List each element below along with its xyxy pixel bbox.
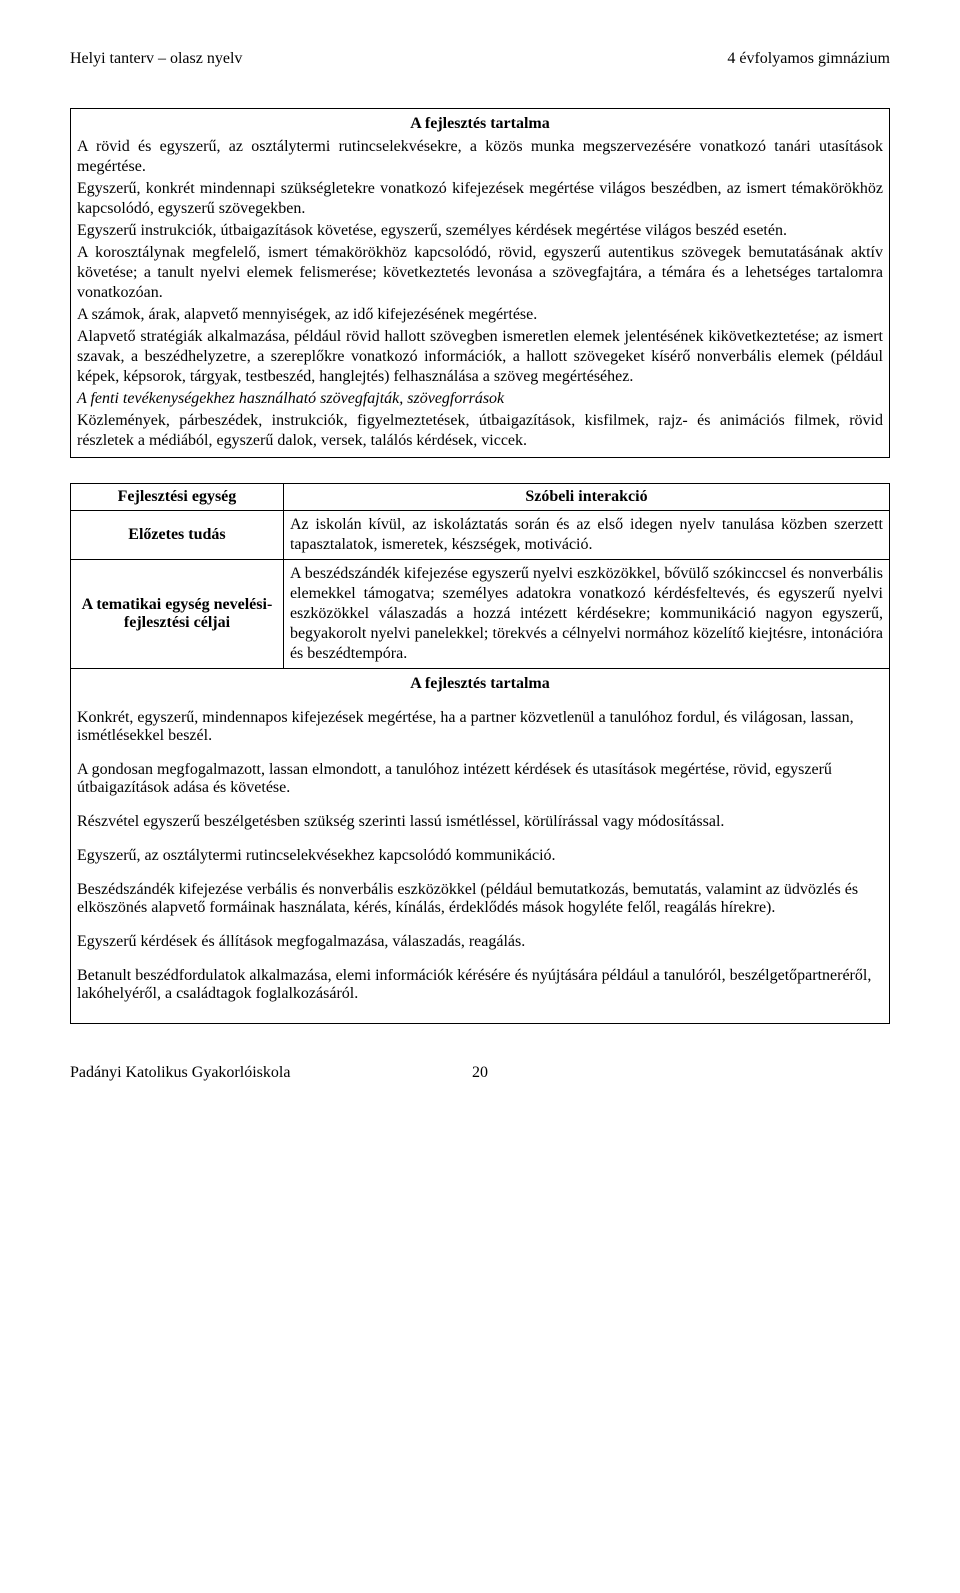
grid-row1-title: Szóbeli interakció	[283, 484, 889, 511]
grid-sp4: Egyszerű, az osztálytermi rutincselekvés…	[77, 847, 883, 865]
box1-p8: Közlemények, párbeszédek, instrukciók, f…	[77, 411, 883, 451]
header-right: 4 évfolyamos gimnázium	[727, 50, 890, 68]
box1-p4: A korosztálynak megfelelő, ismert témakö…	[77, 243, 883, 303]
footer-right-spacer	[886, 1064, 890, 1082]
footer-left: Padányi Katolikus Gyakorlóiskola	[70, 1064, 290, 1082]
grid-sp6: Egyszerű kérdések és állítások megfogalm…	[77, 933, 883, 951]
box1-p7: A fenti tevékenységekhez használható szö…	[77, 389, 883, 409]
box1-p5: A számok, árak, alapvető mennyiségek, az…	[77, 305, 883, 325]
grid-row3-label: A tematikai egység nevelési-fejlesztési …	[71, 560, 284, 669]
grid-row2-label: Előzetes tudás	[71, 511, 284, 560]
footer-page-number: 20	[472, 1064, 488, 1082]
grid-sp1: Konkrét, egyszerű, mindennapos kifejezés…	[77, 709, 883, 745]
grid-sp3: Részvétel egyszerű beszélgetésben szüksé…	[77, 813, 883, 831]
box1-title: A fejlesztés tartalma	[77, 115, 883, 133]
content-grid: Fejlesztési egység Szóbeli interakció El…	[70, 483, 890, 1024]
page-footer: Padányi Katolikus Gyakorlóiskola 20	[70, 1064, 890, 1082]
grid-row2-content: Az iskolán kívül, az iskoláztatás során …	[283, 511, 889, 560]
content-box-1: A fejlesztés tartalma A rövid és egyszer…	[70, 108, 890, 458]
grid-row3-text: A beszédszándék kifejezése egyszerű nyel…	[290, 564, 883, 664]
header-left: Helyi tanterv – olasz nyelv	[70, 50, 242, 68]
grid-row1-label: Fejlesztési egység	[71, 484, 284, 511]
page-header: Helyi tanterv – olasz nyelv 4 évfolyamos…	[70, 50, 890, 68]
grid-row2-text: Az iskolán kívül, az iskoláztatás során …	[290, 515, 883, 555]
grid-section2: A fejlesztés tartalma Konkrét, egyszerű,…	[71, 669, 890, 1024]
grid-sp2: A gondosan megfogalmazott, lassan elmond…	[77, 761, 883, 797]
box1-p3: Egyszerű instrukciók, útbaigazítások köv…	[77, 221, 883, 241]
box1-p2: Egyszerű, konkrét mindennapi szükséglete…	[77, 179, 883, 219]
grid-row3-content: A beszédszándék kifejezése egyszerű nyel…	[283, 560, 889, 669]
box1-p1: A rövid és egyszerű, az osztálytermi rut…	[77, 137, 883, 177]
box1-p6: Alapvető stratégiák alkalmazása, például…	[77, 327, 883, 387]
section2-title: A fejlesztés tartalma	[77, 675, 883, 693]
grid-sp5: Beszédszándék kifejezése verbális és non…	[77, 881, 883, 917]
grid-sp7: Betanult beszédfordulatok alkalmazása, e…	[77, 967, 883, 1003]
